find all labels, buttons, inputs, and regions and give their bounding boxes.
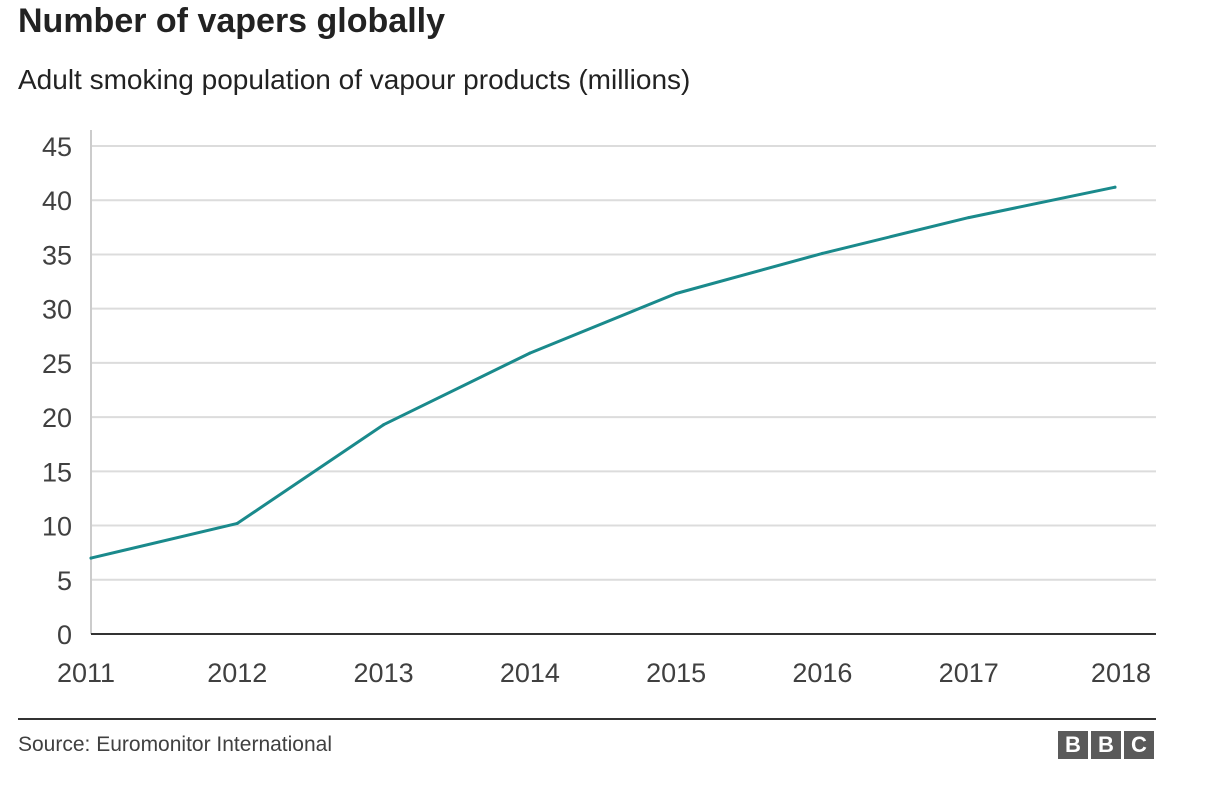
x-tick-label: 2015 bbox=[646, 658, 706, 688]
y-tick-label: 45 bbox=[42, 132, 72, 162]
x-tick-label: 2018 bbox=[1091, 658, 1151, 688]
data-point bbox=[89, 556, 93, 560]
y-tick-label: 35 bbox=[42, 240, 72, 270]
bbc-logo-letter: B bbox=[1091, 731, 1121, 759]
x-axis-ticks: 2011 2012 2013 2014 2015 2016 2017 2018 bbox=[57, 658, 1151, 688]
data-point bbox=[1113, 185, 1117, 189]
x-tick-label: 2013 bbox=[354, 658, 414, 688]
data-point bbox=[528, 351, 532, 355]
y-tick-label: 20 bbox=[42, 403, 72, 433]
data-point bbox=[235, 521, 239, 525]
x-tick-label: 2014 bbox=[500, 658, 560, 688]
series-layer bbox=[89, 185, 1117, 560]
y-tick-label: 40 bbox=[42, 186, 72, 216]
y-axis-ticks: 0 5 10 15 20 25 30 35 40 45 bbox=[42, 132, 72, 650]
y-tick-label: 30 bbox=[42, 295, 72, 325]
bbc-logo-letter: C bbox=[1124, 731, 1154, 759]
data-point bbox=[820, 251, 824, 255]
chart-subtitle: Adult smoking population of vapour produ… bbox=[18, 64, 691, 95]
y-tick-label: 5 bbox=[57, 566, 72, 596]
y-tick-label: 25 bbox=[42, 349, 72, 379]
y-tick-label: 0 bbox=[57, 620, 72, 650]
y-tick-label: 10 bbox=[42, 512, 72, 542]
x-tick-label: 2012 bbox=[207, 658, 267, 688]
x-tick-label: 2017 bbox=[939, 658, 999, 688]
bbc-logo: B B C bbox=[1058, 731, 1154, 759]
series-line bbox=[89, 185, 1117, 560]
data-point bbox=[382, 423, 386, 427]
y-tick-label: 15 bbox=[42, 457, 72, 487]
chart-title: Number of vapers globally bbox=[18, 2, 445, 40]
footer-divider bbox=[18, 718, 1156, 720]
bbc-logo-letter: B bbox=[1058, 731, 1088, 759]
x-tick-label: 2011 bbox=[57, 658, 115, 688]
data-point bbox=[674, 291, 678, 295]
gridlines bbox=[91, 145, 1156, 581]
x-tick-label: 2016 bbox=[792, 658, 852, 688]
source-note: Source: Euromonitor International bbox=[18, 733, 333, 756]
data-point bbox=[967, 216, 971, 220]
